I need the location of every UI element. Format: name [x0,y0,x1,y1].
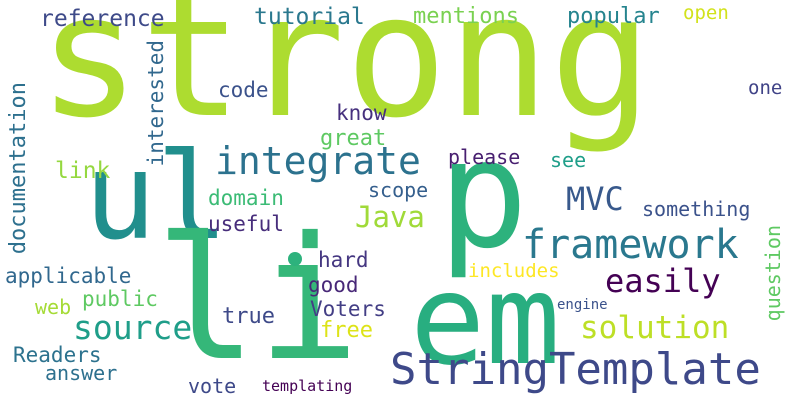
word-framework: framework [522,222,739,268]
word-tutorial: tutorial [254,4,365,30]
word-popular: popular [567,4,660,29]
word-interested: interested [144,40,168,167]
word-li: li [155,201,360,399]
word-p: p [438,108,529,282]
word-know: know [336,101,387,125]
word-open: open [683,2,729,24]
word-includes: includes [468,260,560,282]
word-reference: reference [40,6,165,32]
word-easily: easily [605,262,721,300]
word-java: Java [355,200,425,234]
word-readers: Readers [13,343,102,367]
word-see: see [550,148,587,172]
word-templating: templating [262,377,353,395]
word-domain: domain [208,186,284,210]
word-voters: Voters [310,297,386,321]
word-link: link [55,158,111,184]
word-great: great [320,126,387,151]
word-question: question [761,225,785,322]
word-integrate: integrate [215,139,421,183]
word-something: something [642,197,751,221]
word-em: em [410,248,561,393]
word-hard: hard [318,248,369,272]
word-mentions: mentions [413,4,519,29]
word-ul: ul [84,128,229,267]
word-scope: scope [368,178,429,202]
word-source: source [73,308,193,347]
word-mvc: MVC [566,180,624,218]
word-please: please [448,145,521,169]
word-strong: strong [38,0,653,156]
word-stringtemplate: StringTemplate [390,344,761,395]
word-one: one [748,77,783,99]
word-engine: engine [557,297,608,313]
word-free: free [320,318,373,343]
word-solution: solution [580,310,730,346]
word-useful: useful [208,212,284,236]
word-applicable: applicable [5,264,132,288]
word-good: good [308,273,359,297]
word-true: true [222,304,275,329]
word-code: code [218,78,269,102]
word-documentation: documentation [6,82,31,255]
word-web: web [35,295,72,319]
word-vote: vote [188,374,237,398]
dot-mark [288,252,302,266]
word-public: public [82,287,158,311]
word-answer: answer [45,361,118,385]
